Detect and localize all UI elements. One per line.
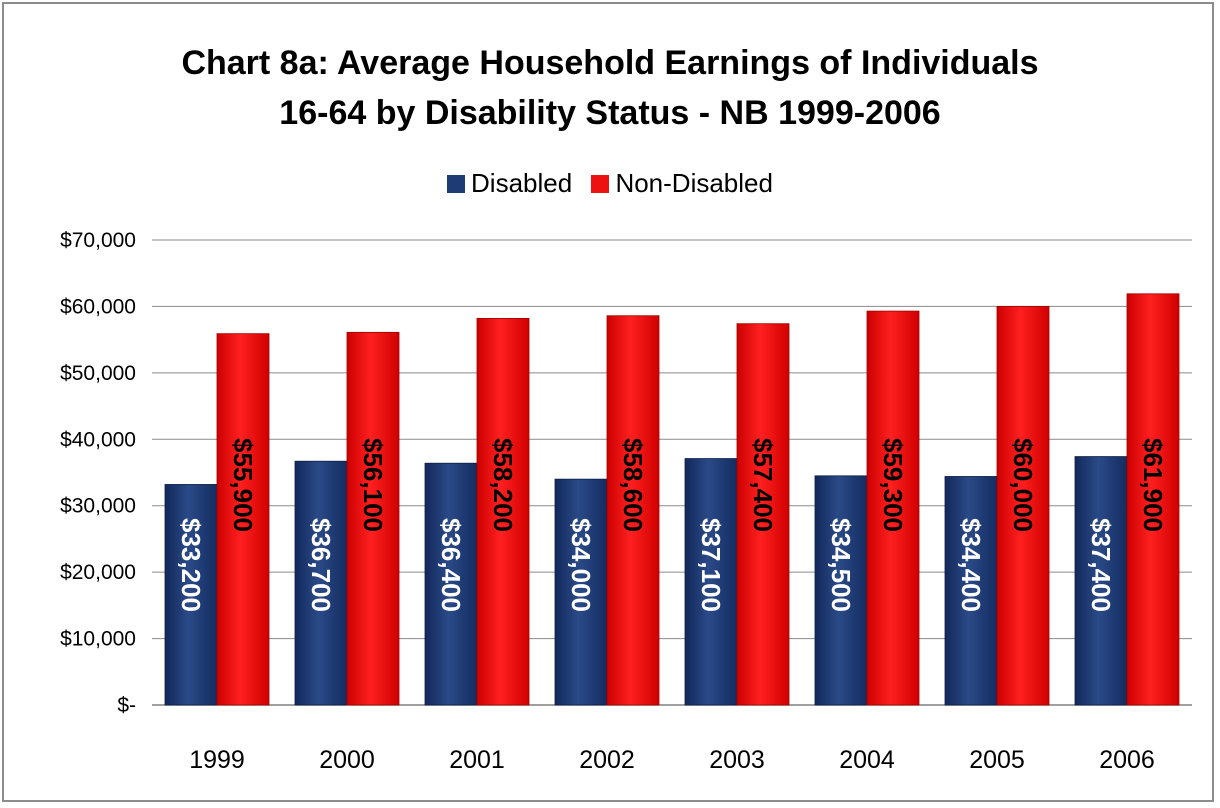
legend-item-disabled: Disabled	[447, 168, 572, 199]
bar-non-disabled	[476, 317, 530, 706]
y-tick-label: $20,000	[60, 561, 136, 584]
data-label-disabled: $36,400	[436, 518, 466, 612]
legend-item-non-disabled: Non-Disabled	[591, 168, 773, 199]
y-tick-label: $30,000	[60, 495, 136, 518]
data-label-disabled: $34,400	[956, 518, 986, 612]
x-axis: 1999 2000 2001 2002 2003 2004 2005 2006	[189, 746, 1155, 774]
data-label-non-disabled: $60,000	[1008, 438, 1038, 532]
legend-swatch-non-disabled	[591, 174, 610, 193]
bar-disabled	[424, 462, 478, 706]
y-tick-label: $50,000	[60, 362, 136, 385]
x-tick-label: 2003	[709, 746, 765, 774]
legend-swatch-disabled	[447, 174, 466, 193]
bar-disabled	[554, 478, 608, 706]
x-tick-label: 2006	[1099, 746, 1155, 774]
bar-disabled	[944, 476, 998, 706]
y-tick-label: $60,000	[60, 295, 136, 318]
data-label-non-disabled: $58,200	[488, 438, 518, 532]
x-tick-label: 2004	[839, 746, 895, 774]
y-tick-label: $-	[117, 694, 136, 717]
data-label-disabled: $33,200	[176, 518, 206, 612]
data-label-disabled: $34,000	[566, 518, 596, 612]
bars: $33,200 $55,900 $36,700 $56,100 $36,400 $58,2…	[164, 293, 1180, 706]
y-axis: $- $10,000 $20,000 $30,000 $40,000 $50,000 $60…	[60, 229, 136, 717]
data-label-non-disabled: $58,600	[618, 438, 648, 532]
data-label-non-disabled: $57,400	[748, 438, 778, 532]
bar-non-disabled	[996, 306, 1050, 706]
data-label-non-disabled: $59,300	[878, 438, 908, 532]
bar-disabled	[164, 484, 218, 706]
x-tick-label: 2000	[319, 746, 375, 774]
data-label-non-disabled: $61,900	[1138, 438, 1168, 532]
chart-title: Chart 8a: Average Household Earnings of …	[4, 38, 1216, 138]
chart-title-line-2: 16-64 by Disability Status - NB 1999-200…	[279, 94, 941, 132]
y-tick-label: $40,000	[60, 428, 136, 451]
data-label-disabled: $34,500	[826, 518, 856, 612]
bar-disabled	[1074, 456, 1128, 706]
y-tick-label: $10,000	[60, 628, 136, 651]
x-tick-label: 2001	[449, 746, 505, 774]
x-tick-label: 1999	[189, 746, 245, 774]
data-label-disabled: $37,100	[696, 518, 726, 612]
bar-disabled	[294, 460, 348, 706]
chart-legend: Disabled Non-Disabled	[4, 168, 1216, 200]
data-label-disabled: $36,700	[306, 518, 336, 612]
bar-non-disabled	[216, 333, 270, 706]
y-tick-label: $70,000	[60, 229, 136, 252]
x-tick-label: 2005	[969, 746, 1025, 774]
x-tick-label: 2002	[579, 746, 635, 774]
bar-non-disabled	[346, 331, 400, 706]
data-label-non-disabled: $56,100	[358, 438, 388, 532]
bar-disabled	[684, 458, 738, 706]
legend-label-disabled: Disabled	[471, 168, 573, 198]
bar-non-disabled	[736, 323, 790, 706]
bar-non-disabled	[1126, 293, 1180, 706]
bar-non-disabled	[866, 310, 920, 706]
data-label-disabled: $37,400	[1086, 518, 1116, 612]
data-label-non-disabled: $55,900	[228, 438, 258, 532]
chart-title-line-1: Chart 8a: Average Household Earnings of …	[181, 44, 1039, 82]
legend-label-non-disabled: Non-Disabled	[615, 168, 773, 198]
bar-non-disabled	[606, 315, 660, 706]
